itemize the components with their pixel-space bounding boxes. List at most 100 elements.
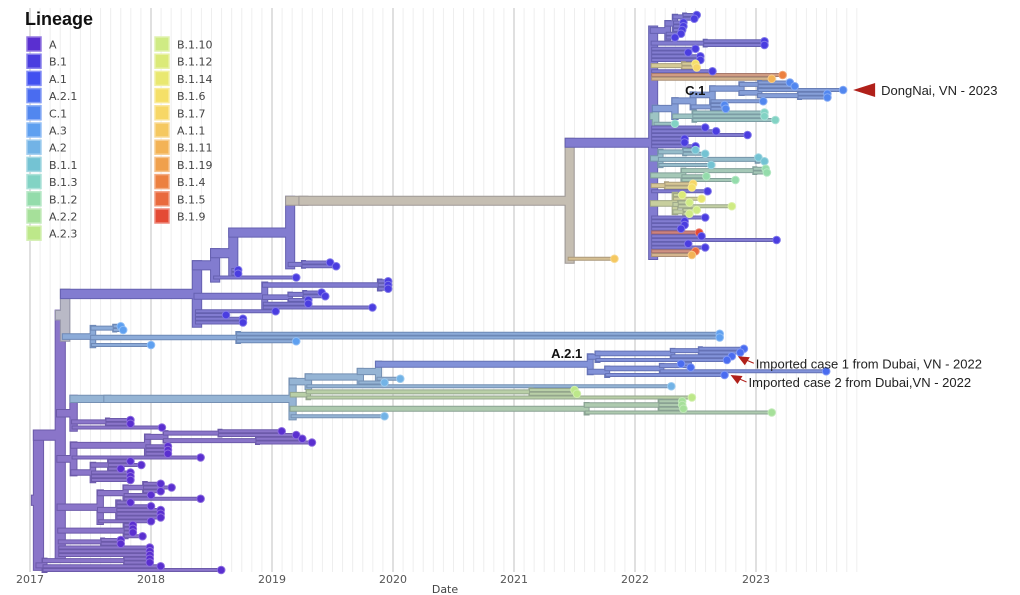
tip-point [297,434,307,444]
legend-swatch [154,173,170,190]
legend-label: A.2.1 [49,90,77,103]
tip-point [126,475,135,485]
tree-branch [583,398,664,412]
legend-label: A [49,39,57,52]
tip-point [706,160,716,170]
tip-point [687,183,697,192]
tree-branch [298,137,575,264]
tip-point [676,29,686,39]
tree-branch [672,109,698,123]
tip-point [670,119,680,129]
legend-label: B.1.1 [49,159,78,172]
tree-tips [116,10,848,575]
tip-point [702,171,711,181]
tip-point [722,355,732,365]
tip-point [721,104,731,114]
tree-branch [55,288,71,342]
tree-annotations: C.1 A.2.1 DongNai, VN - 2023 Imported case … [551,83,997,390]
tree-branch [210,227,239,279]
tip-point [760,40,769,50]
tip-point [196,453,205,462]
x-tick-label: 2022 [621,573,649,586]
tip-point [697,231,706,241]
tip-point [743,130,752,140]
branch-fill [43,557,128,564]
tree-branch [32,309,66,561]
tree-branch [97,484,129,502]
tip-point [156,513,165,522]
legend-label: A.2.3 [49,228,77,241]
tree-branch [90,330,241,345]
legend-label: A.1 [49,73,67,86]
tip-point [708,66,717,76]
tip-point [767,74,777,84]
annotation-label: DongNai, VN - 2023 [881,83,997,98]
tip-point [700,213,710,222]
tree-branch [289,402,590,416]
tip-point [685,209,694,219]
annotation-arrow-icon [853,83,876,97]
tip-point [368,303,377,312]
tip-point [687,393,697,402]
tip-point [128,528,138,537]
tip-point [116,464,126,474]
tree-branch [604,362,665,375]
tip-point [307,438,317,447]
tree-branch [738,80,763,89]
legend-label: B.1.5 [177,193,206,206]
tree-branch [90,458,113,472]
tip-point [277,426,286,436]
tip-point [677,190,687,200]
tree-branch [757,91,803,100]
tip-point [383,284,393,294]
tip-point [703,186,712,196]
legend-label: A.1.1 [177,125,205,138]
tree-branch [738,87,763,99]
legend-label: B.1.10 [177,39,213,52]
legend-swatch [26,87,42,104]
legend-label: B.1.11 [177,142,213,155]
branch-fill [164,429,222,437]
tree-branch [30,429,45,571]
tip-point [216,565,226,575]
tip-point [670,33,680,42]
tip-point [233,269,243,279]
legend-swatch [26,139,42,155]
tree-branch [657,155,760,164]
legend-label: C.1 [49,107,67,120]
legend-swatch [154,156,170,173]
legend-swatch [154,208,170,224]
branch-fill [658,156,759,163]
legend-swatch [26,156,42,173]
tip-point [680,138,689,147]
legend-label: B.1.4 [177,176,206,189]
branch-fill [164,437,259,444]
annotation-label: Imported case 2 from Dubai,VN - 2022 [749,375,972,390]
branch-fill [681,167,757,174]
branch-fill [651,39,707,47]
tree-branch [163,436,260,445]
legend-swatch [154,53,170,69]
tip-point [221,310,231,320]
tip-point [700,149,710,159]
legend-swatch [154,87,170,104]
tip-point [291,273,301,282]
branch-fill [739,81,762,88]
tip-point [679,404,688,414]
legend-swatch [26,208,42,224]
legend-swatch [154,139,170,155]
x-axis: 2017 2018 2019 2020 2021 2022 2023 [16,573,770,586]
tip-point [778,70,787,80]
tree-branch [163,428,223,438]
tip-point [676,359,686,369]
tip-point [167,483,176,492]
tree-branch [144,430,169,444]
legend-swatch [26,122,42,138]
tip-point [772,235,781,245]
tip-point [838,85,848,95]
legend-swatch [26,105,42,121]
tip-point [762,168,772,177]
annotation-label: Imported case 1 from Dubai, VN - 2022 [756,356,982,371]
legend-label: B.1.6 [177,90,206,103]
branch-fill [56,289,70,341]
